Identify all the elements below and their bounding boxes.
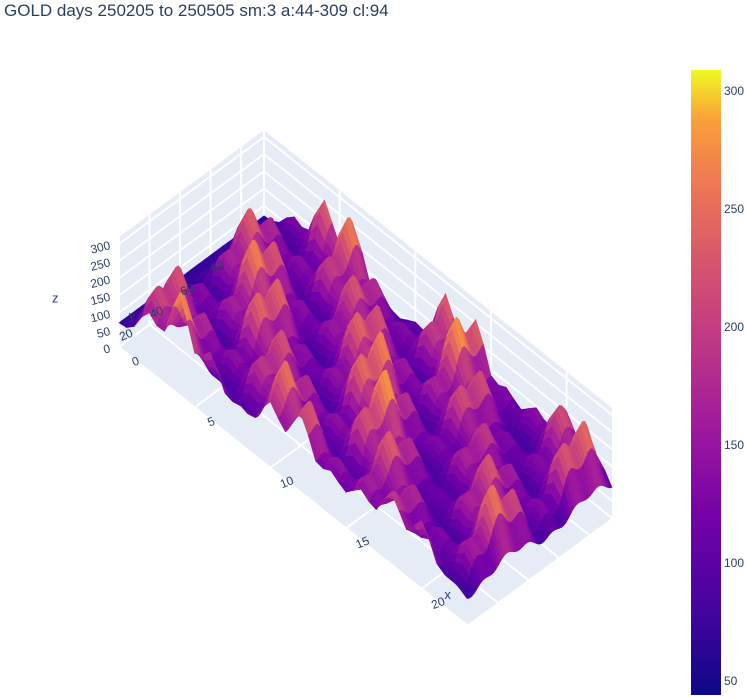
x-tick-label: 10 [278, 473, 296, 491]
z-tick-label: 50 [95, 324, 112, 341]
surface [118, 199, 613, 599]
colorbar-gradient [691, 70, 721, 695]
x-tick-label: 15 [354, 533, 372, 551]
z-tick-label: 150 [89, 290, 112, 309]
y-tick-label: 40 [148, 303, 166, 321]
chart-title: GOLD days 250205 to 250505 sm:3 a:44-309… [4, 1, 389, 20]
colorbar-tick-label: 100 [724, 556, 744, 570]
y-tick-label: 20 [117, 326, 135, 344]
y-tick-label: 60 [178, 281, 196, 299]
grid-line-z [118, 135, 613, 416]
z-tick-label: 200 [89, 273, 112, 292]
z-tick-label: 300 [89, 238, 112, 257]
y-axis-title: y [129, 308, 136, 323]
x-tick-label: 5 [205, 414, 217, 430]
z-tick-label: 0 [102, 341, 112, 356]
z-tick-label: 250 [89, 255, 112, 274]
y-tick-label: 80 [209, 258, 227, 276]
x-axis-title: x [444, 587, 451, 602]
colorbar-tick-label: 50 [724, 674, 738, 688]
surface-patch [118, 320, 130, 328]
grid-line-y [118, 346, 468, 626]
colorbar-tick-label: 150 [724, 438, 744, 452]
x-tick-label: 20 [429, 594, 447, 612]
grid-line-z [118, 152, 613, 433]
grid-line-z [118, 169, 613, 451]
grid-line-z [118, 187, 613, 468]
x-tick-label: 0 [130, 353, 142, 369]
colorbar-tick-label: 300 [724, 84, 744, 98]
z-axis-title: z [52, 291, 59, 306]
colorbar-tick-label: 250 [724, 202, 744, 216]
z-tick-label: 100 [89, 307, 112, 326]
colorbar-tick-label: 200 [724, 320, 744, 334]
colorbar: 50 100 150 200 250 300 [691, 70, 744, 695]
